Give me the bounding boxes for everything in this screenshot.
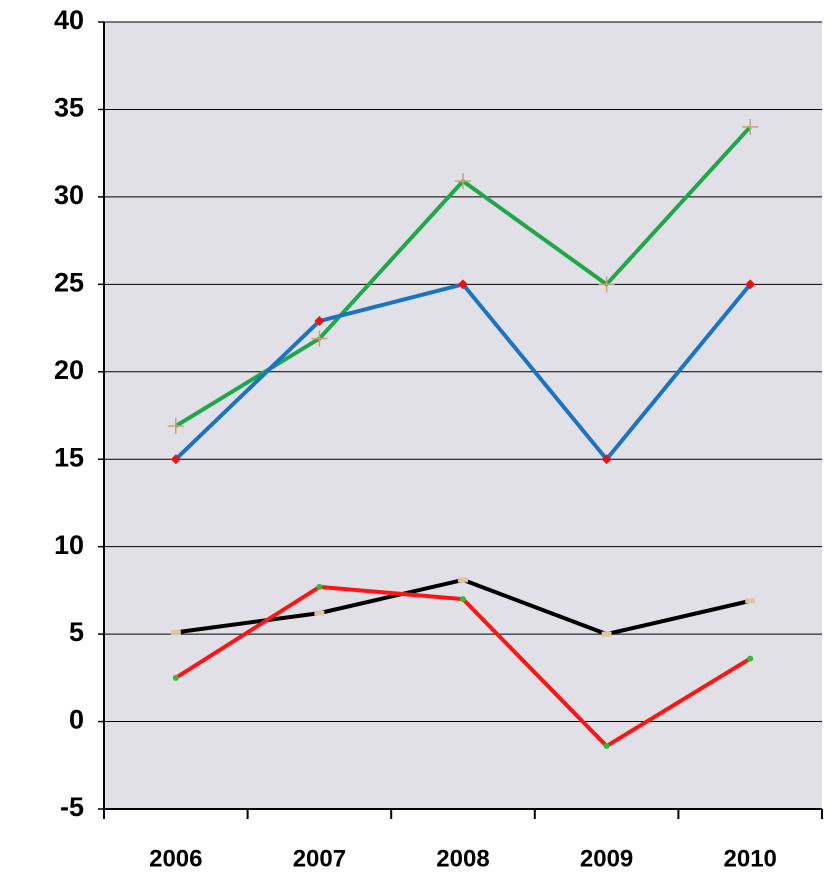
y-tick-label: 25: [54, 267, 84, 297]
marker: [598, 276, 615, 293]
x-tick-label: 2008: [436, 845, 489, 872]
marker: [170, 454, 181, 465]
marker: [172, 674, 179, 681]
plot-area: [104, 22, 822, 809]
marker: [314, 610, 325, 616]
x-tick-label: 2007: [293, 845, 346, 872]
x-tick-label: 2009: [580, 845, 633, 872]
marker: [316, 583, 323, 590]
marker: [603, 743, 610, 750]
marker: [747, 655, 754, 662]
x-tick-label: 2010: [724, 845, 777, 872]
y-tick-label: 20: [54, 355, 84, 385]
y-tick-label: 0: [69, 705, 84, 735]
y-tick-label: 30: [54, 180, 84, 210]
marker: [601, 454, 612, 465]
marker: [745, 598, 756, 604]
y-tick-label: 40: [54, 5, 84, 35]
y-tick-label: 5: [69, 617, 84, 647]
marker: [601, 631, 612, 637]
x-tick-label: 2006: [149, 845, 202, 872]
marker: [742, 118, 759, 135]
marker: [314, 316, 325, 327]
marker: [458, 577, 468, 583]
y-tick-label: 35: [54, 93, 84, 123]
y-tick-label: 10: [54, 530, 84, 560]
marker: [458, 279, 468, 290]
y-tick-label: -5: [60, 792, 84, 822]
y-tick-label: 15: [54, 442, 84, 472]
marker: [745, 279, 756, 290]
marker: [460, 596, 466, 603]
marker: [311, 330, 328, 347]
marker: [455, 173, 471, 190]
marker: [167, 417, 184, 434]
marker: [170, 629, 181, 635]
